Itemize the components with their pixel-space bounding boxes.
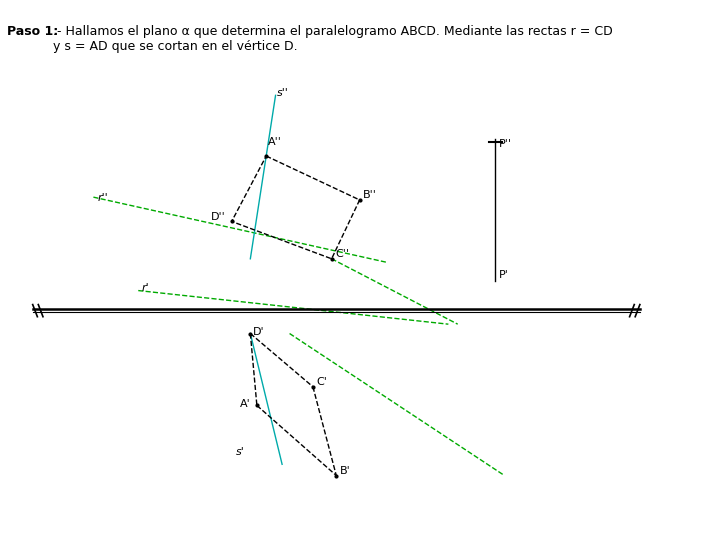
- Text: s': s': [235, 447, 244, 457]
- Text: r'': r'': [98, 193, 109, 203]
- Text: s'': s'': [276, 88, 288, 98]
- Text: Paso 1:: Paso 1:: [7, 25, 63, 38]
- Text: B': B': [340, 465, 351, 476]
- Text: C': C': [317, 377, 328, 387]
- Text: r': r': [142, 284, 150, 293]
- Text: P'': P'': [499, 139, 512, 149]
- Text: D': D': [253, 327, 265, 338]
- Text: B'': B'': [364, 190, 377, 200]
- Text: D'': D'': [211, 212, 226, 221]
- Text: A'': A'': [268, 137, 282, 147]
- Text: P': P': [499, 270, 509, 280]
- Text: C'': C'': [336, 249, 349, 259]
- Text: A': A': [240, 399, 251, 409]
- Text: .- Hallamos el plano α que determina el paralelogramo ABCD. Mediante las rectas : .- Hallamos el plano α que determina el …: [53, 25, 613, 53]
